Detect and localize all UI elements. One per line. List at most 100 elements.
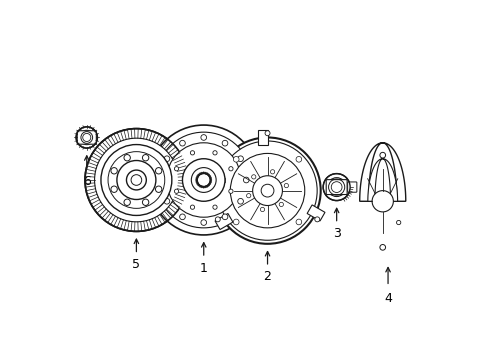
Circle shape: [212, 151, 217, 155]
Circle shape: [201, 186, 203, 188]
Circle shape: [111, 186, 117, 192]
Circle shape: [270, 170, 274, 174]
Circle shape: [142, 199, 148, 206]
Circle shape: [190, 205, 194, 209]
Circle shape: [261, 184, 273, 197]
Circle shape: [237, 198, 243, 204]
Circle shape: [379, 152, 385, 158]
Circle shape: [199, 173, 201, 175]
Circle shape: [228, 167, 233, 171]
Circle shape: [142, 154, 148, 161]
Polygon shape: [215, 213, 232, 230]
Circle shape: [251, 175, 255, 179]
Circle shape: [111, 168, 117, 174]
Circle shape: [214, 138, 320, 244]
Circle shape: [108, 152, 164, 208]
Circle shape: [206, 185, 208, 187]
Circle shape: [222, 214, 227, 220]
Circle shape: [209, 179, 211, 181]
Circle shape: [284, 184, 288, 188]
Circle shape: [179, 214, 185, 220]
Circle shape: [174, 189, 178, 193]
Text: 1: 1: [200, 261, 207, 275]
Circle shape: [76, 127, 97, 148]
Circle shape: [396, 220, 400, 225]
Circle shape: [166, 143, 241, 217]
Circle shape: [190, 151, 194, 155]
Text: 6: 6: [82, 175, 91, 188]
Text: 5: 5: [132, 258, 140, 271]
Circle shape: [197, 174, 210, 186]
Circle shape: [215, 217, 220, 222]
Circle shape: [202, 172, 204, 174]
Circle shape: [295, 219, 301, 225]
Circle shape: [196, 175, 198, 177]
Circle shape: [246, 194, 250, 198]
FancyBboxPatch shape: [347, 182, 356, 192]
Polygon shape: [367, 159, 397, 201]
Circle shape: [117, 161, 156, 199]
Circle shape: [131, 175, 142, 185]
Circle shape: [155, 186, 162, 192]
Text: 3: 3: [332, 227, 340, 240]
Circle shape: [156, 132, 251, 228]
Circle shape: [201, 172, 203, 174]
Circle shape: [237, 156, 243, 162]
Circle shape: [124, 154, 130, 161]
Circle shape: [179, 140, 185, 146]
Circle shape: [252, 176, 282, 206]
Circle shape: [82, 134, 91, 141]
Circle shape: [206, 173, 208, 175]
Circle shape: [207, 184, 209, 186]
Circle shape: [212, 205, 217, 209]
Circle shape: [264, 131, 269, 136]
Polygon shape: [191, 190, 199, 199]
Circle shape: [164, 198, 169, 204]
Circle shape: [191, 168, 216, 192]
Text: 4: 4: [384, 292, 391, 305]
Circle shape: [204, 186, 206, 188]
Circle shape: [228, 189, 233, 193]
Polygon shape: [208, 190, 216, 199]
FancyBboxPatch shape: [77, 131, 96, 144]
Circle shape: [371, 191, 392, 212]
Circle shape: [164, 156, 169, 162]
Circle shape: [199, 185, 201, 187]
Circle shape: [196, 183, 198, 185]
Circle shape: [218, 141, 317, 240]
Polygon shape: [216, 178, 224, 182]
Circle shape: [209, 181, 211, 183]
Polygon shape: [191, 161, 199, 170]
Circle shape: [195, 177, 198, 179]
Circle shape: [279, 202, 283, 207]
Circle shape: [208, 175, 210, 177]
Circle shape: [201, 135, 206, 140]
Circle shape: [314, 217, 319, 222]
Polygon shape: [359, 143, 405, 201]
Circle shape: [330, 182, 341, 193]
Circle shape: [243, 177, 248, 183]
Polygon shape: [257, 130, 267, 145]
Circle shape: [80, 130, 94, 145]
Circle shape: [195, 181, 198, 183]
Circle shape: [202, 186, 204, 188]
Circle shape: [230, 153, 304, 228]
FancyBboxPatch shape: [325, 180, 346, 194]
Circle shape: [148, 125, 258, 235]
Circle shape: [182, 159, 224, 201]
Circle shape: [222, 140, 227, 146]
Circle shape: [326, 178, 346, 197]
Circle shape: [197, 184, 200, 186]
Polygon shape: [306, 205, 325, 221]
Circle shape: [323, 174, 349, 201]
Circle shape: [207, 174, 209, 176]
Circle shape: [101, 145, 171, 215]
Circle shape: [197, 174, 200, 176]
Circle shape: [260, 207, 264, 212]
Circle shape: [209, 177, 211, 179]
Polygon shape: [208, 161, 216, 170]
Circle shape: [155, 168, 162, 174]
Text: 2: 2: [263, 270, 271, 283]
Circle shape: [195, 179, 197, 181]
Circle shape: [201, 220, 206, 225]
